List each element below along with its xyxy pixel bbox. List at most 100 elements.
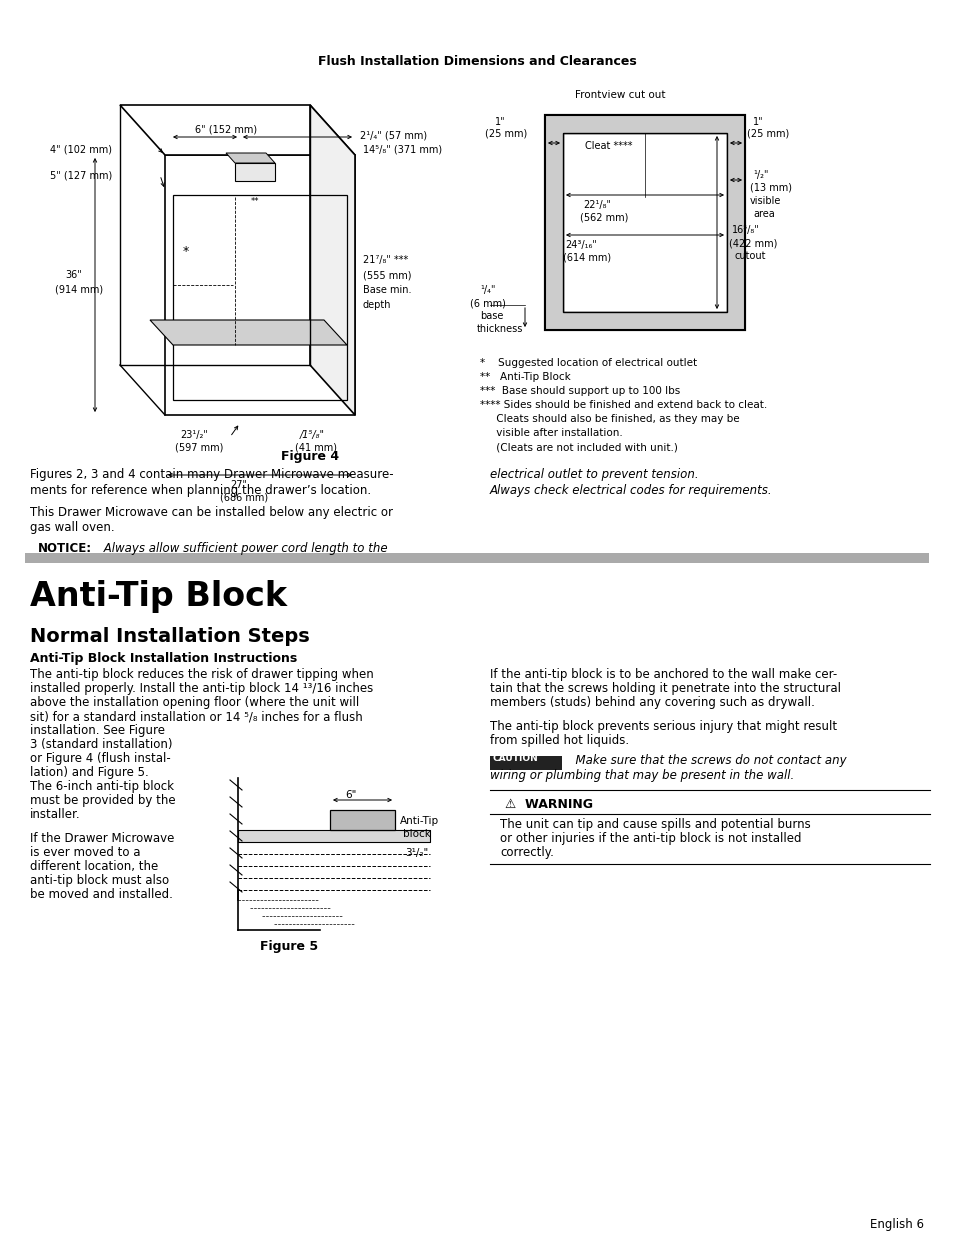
Text: installer.: installer. [30, 808, 81, 821]
Text: 5" (127 mm): 5" (127 mm) [50, 170, 112, 180]
Text: must be provided by the: must be provided by the [30, 794, 175, 806]
Bar [726, 115, 744, 330]
Text: Cleats should also be finished, as they may be: Cleats should also be finished, as they … [479, 414, 739, 424]
Text: block: block [402, 829, 431, 839]
Bar [544, 115, 744, 330]
Text: 4" (102 mm): 4" (102 mm) [50, 144, 112, 156]
Text: Figures 2, 3 and 4 contain many Drawer Microwave measure-: Figures 2, 3 and 4 contain many Drawer M… [30, 468, 394, 480]
Text: Cleat ****: Cleat **** [584, 141, 632, 151]
Text: The unit can tip and cause spills and potential burns: The unit can tip and cause spills and po… [499, 818, 810, 831]
Bar [544, 115, 744, 133]
Text: ⚠  WARNING: ⚠ WARNING [504, 798, 593, 811]
Text: (597 mm): (597 mm) [174, 443, 223, 453]
Text: area: area [752, 209, 774, 219]
Text: 1": 1" [495, 117, 505, 127]
Text: (Cleats are not included with unit.): (Cleats are not included with unit.) [479, 442, 678, 452]
Text: Always check electrical codes for requirements.: Always check electrical codes for requir… [490, 484, 772, 496]
Text: (6 mm): (6 mm) [470, 298, 505, 308]
Text: 2¹/₄" (57 mm): 2¹/₄" (57 mm) [359, 130, 427, 140]
Text: 3 (standard installation): 3 (standard installation) [30, 739, 172, 751]
Text: ¹/₄": ¹/₄" [479, 285, 495, 295]
Text: Anti-Tip Block: Anti-Tip Block [30, 580, 287, 613]
Text: thickness: thickness [476, 324, 523, 333]
Text: Anti-Tip Block Installation Instructions: Anti-Tip Block Installation Instructions [30, 652, 297, 664]
Text: Figure 4: Figure 4 [280, 450, 338, 463]
Text: or Figure 4 (flush instal-: or Figure 4 (flush instal- [30, 752, 171, 764]
Text: (25 mm): (25 mm) [746, 128, 788, 140]
Text: NOTICE:: NOTICE: [38, 542, 92, 555]
Text: 3¹/₂": 3¹/₂" [405, 848, 428, 858]
Text: from spilled hot liquids.: from spilled hot liquids. [490, 734, 628, 747]
Text: (686 mm): (686 mm) [220, 493, 268, 503]
Text: **   Anti-Tip Block: ** Anti-Tip Block [479, 372, 570, 382]
Text: The anti-tip block prevents serious injury that might result: The anti-tip block prevents serious inju… [490, 720, 836, 734]
Polygon shape [226, 153, 274, 163]
Text: installation. See Figure: installation. See Figure [30, 724, 165, 737]
Text: ments for reference when planning the drawer’s location.: ments for reference when planning the dr… [30, 484, 371, 496]
Bar [544, 115, 744, 330]
Text: Base min.: Base min. [363, 285, 411, 295]
Text: is ever moved to a: is ever moved to a [30, 846, 140, 860]
Text: Frontview cut out: Frontview cut out [575, 90, 665, 100]
Bar [172, 195, 347, 400]
Text: be moved and installed.: be moved and installed. [30, 888, 172, 902]
Text: (13 mm): (13 mm) [749, 183, 791, 193]
Bar [165, 156, 355, 415]
Bar [562, 133, 726, 312]
Text: tain that the screws holding it penetrate into the structural: tain that the screws holding it penetrat… [490, 682, 841, 695]
Text: **: ** [251, 198, 259, 206]
Text: (555 mm): (555 mm) [363, 270, 411, 280]
Bar [562, 133, 726, 312]
Text: English 6: English 6 [869, 1218, 923, 1231]
Text: wiring or plumbing that may be present in the wall.: wiring or plumbing that may be present i… [490, 769, 794, 782]
Bar [544, 312, 744, 330]
Text: or other injuries if the anti-tip block is not installed: or other injuries if the anti-tip block … [499, 832, 801, 845]
Text: gas wall oven.: gas wall oven. [30, 521, 114, 534]
Text: If the anti-tip block is to be anchored to the wall make cer-: If the anti-tip block is to be anchored … [490, 668, 837, 680]
Text: cutout: cutout [734, 251, 765, 261]
Text: ***  Base should support up to 100 lbs: *** Base should support up to 100 lbs [479, 387, 679, 396]
Text: Normal Installation Steps: Normal Installation Steps [30, 627, 310, 646]
Text: depth: depth [363, 300, 391, 310]
Text: visible after installation.: visible after installation. [479, 429, 622, 438]
Polygon shape [310, 105, 355, 415]
Text: (562 mm): (562 mm) [579, 212, 628, 224]
Text: 14⁵/₈" (371 mm): 14⁵/₈" (371 mm) [363, 144, 441, 156]
Text: **** Sides should be finished and extend back to cleat.: **** Sides should be finished and extend… [479, 400, 766, 410]
Text: installed properly. Install the anti-tip block 14 ¹³/16 inches: installed properly. Install the anti-tip… [30, 682, 373, 695]
Text: (914 mm): (914 mm) [55, 285, 103, 295]
Text: sit) for a standard installation or 14 ⁵/₈ inches for a flush: sit) for a standard installation or 14 ⁵… [30, 710, 362, 722]
Polygon shape [120, 105, 355, 156]
Bar [490, 756, 561, 769]
Text: 1": 1" [752, 117, 762, 127]
Text: correctly.: correctly. [499, 846, 554, 860]
Text: 36": 36" [65, 270, 82, 280]
Text: above the installation opening floor (where the unit will: above the installation opening floor (wh… [30, 697, 359, 709]
Polygon shape [237, 830, 430, 842]
Text: The anti-tip block reduces the risk of drawer tipping when: The anti-tip block reduces the risk of d… [30, 668, 374, 680]
Text: Figure 5: Figure 5 [260, 940, 317, 953]
Text: members (studs) behind any covering such as drywall.: members (studs) behind any covering such… [490, 697, 814, 709]
Text: *    Suggested location of electrical outlet: * Suggested location of electrical outle… [479, 358, 697, 368]
Text: (25 mm): (25 mm) [484, 128, 527, 140]
Text: 21⁷/₈" ***: 21⁷/₈" *** [363, 254, 408, 266]
Bar [330, 810, 395, 830]
Text: 27": 27" [230, 480, 247, 490]
Text: 6" (152 mm): 6" (152 mm) [194, 125, 257, 135]
Text: different location, the: different location, the [30, 860, 158, 873]
Polygon shape [150, 320, 347, 345]
Text: ¹/₂": ¹/₂" [752, 170, 768, 180]
Bar [544, 115, 562, 330]
Text: 6": 6" [345, 790, 356, 800]
Text: electrical outlet to prevent tension.: electrical outlet to prevent tension. [490, 468, 698, 480]
Text: Make sure that the screws do not contact any: Make sure that the screws do not contact… [567, 755, 845, 767]
Text: visible: visible [749, 196, 781, 206]
Text: The 6-inch anti-tip block: The 6-inch anti-tip block [30, 781, 173, 793]
Text: Flush Installation Dimensions and Clearances: Flush Installation Dimensions and Cleara… [317, 56, 636, 68]
Text: base: base [479, 311, 503, 321]
Text: If the Drawer Microwave: If the Drawer Microwave [30, 832, 174, 845]
Text: Always allow sufficient power cord length to the: Always allow sufficient power cord lengt… [100, 542, 387, 555]
Text: 16⁵/₈": 16⁵/₈" [731, 225, 759, 235]
Text: /1⁵/₈": /1⁵/₈" [299, 430, 325, 440]
Text: CAUTION: CAUTION [493, 755, 538, 763]
